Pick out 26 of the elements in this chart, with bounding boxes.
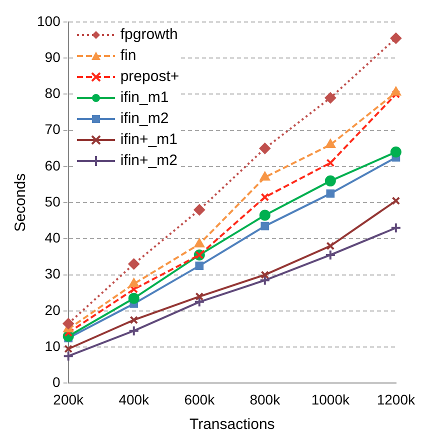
y-tick-label: 90	[44, 48, 61, 65]
y-tick-label: 10	[44, 338, 61, 354]
legend-label: fpgrowth	[120, 25, 178, 45]
x-tick-label: 400k	[118, 391, 150, 408]
legend-label: ifin_m2	[120, 109, 169, 129]
legend-label: ifin+_m1	[120, 130, 178, 150]
x-tick-label: 1200k	[376, 391, 416, 408]
x-tick-label: 200k	[53, 391, 85, 408]
legend-label: prepost+	[120, 67, 180, 87]
y-tick-label: 100	[37, 12, 61, 29]
y-tick-label: 70	[44, 121, 61, 138]
x-tick-label: 1000k	[311, 391, 350, 408]
x-axis-title: Transactions	[189, 416, 275, 434]
legend-label: ifin+_m2	[120, 151, 178, 171]
y-tick-label: 40	[44, 230, 61, 246]
y-tick-label: 50	[44, 193, 61, 210]
y-tick-label: 60	[44, 157, 61, 174]
y-tick-label: 80	[44, 85, 61, 102]
y-tick-label: 20	[44, 302, 61, 318]
x-tick-label: 800k	[250, 391, 282, 408]
y-tick-label: 0	[52, 374, 61, 390]
x-tick-label: 600k	[184, 391, 216, 408]
legend-label: ifin_m1	[120, 88, 169, 108]
y-axis-title: Seconds	[12, 173, 30, 232]
legend-label: fin	[120, 46, 136, 66]
y-tick-label: 30	[44, 266, 61, 282]
